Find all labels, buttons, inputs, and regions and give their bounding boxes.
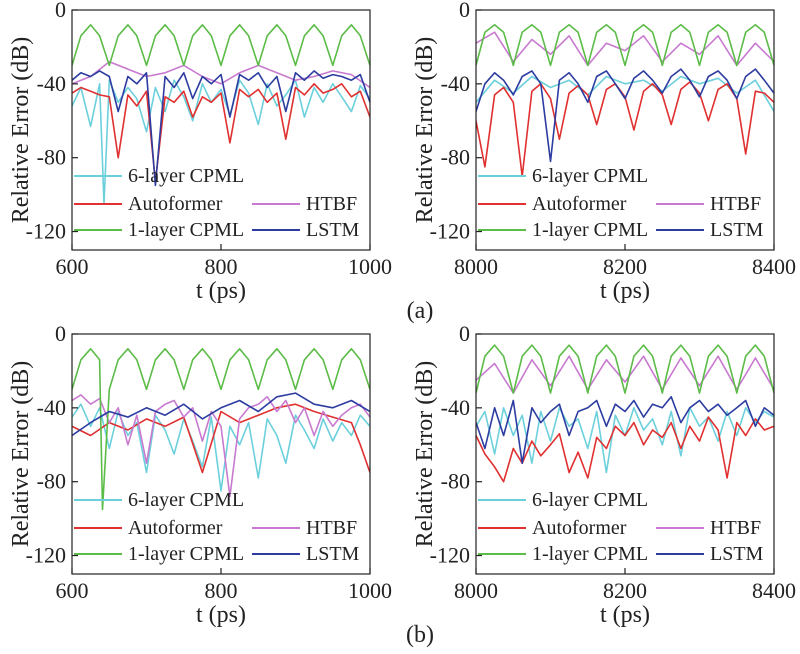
y-tick-label: 0 bbox=[55, 321, 66, 346]
y-tick-label: -120 bbox=[430, 543, 470, 568]
legend-label-htbf: HTBF bbox=[710, 517, 761, 539]
legend-label-1-layer-cpml: 1-layer CPML bbox=[128, 543, 244, 565]
y-tick-label: -40 bbox=[37, 71, 66, 96]
series-line-lstm bbox=[72, 392, 370, 437]
x-tick-label: 8400 bbox=[752, 578, 796, 603]
y-tick-label: -120 bbox=[26, 543, 66, 568]
legend-label-htbf: HTBF bbox=[710, 193, 761, 215]
x-tick-label: 1000 bbox=[348, 578, 392, 603]
series-line-htbf bbox=[72, 60, 370, 89]
legend-label-lstm: LSTM bbox=[710, 219, 764, 241]
y-tick-label: -40 bbox=[441, 395, 470, 420]
y-tick-label: 0 bbox=[459, 321, 470, 346]
y-tick-label: -40 bbox=[37, 395, 66, 420]
legend-label-1-layer-cpml: 1-layer CPML bbox=[532, 219, 648, 241]
chart-panel-1: 6-layer CPML Autoformer HTBF 1-layer CPML LS… bbox=[8, 0, 392, 304]
y-tick-label: -120 bbox=[430, 219, 470, 244]
series-line-autoformer bbox=[72, 83, 370, 183]
x-tick-label: 8200 bbox=[603, 254, 647, 279]
legend-label-autoformer: Autoformer bbox=[532, 517, 627, 539]
legend-label-6-layer-cpml: 6-layer CPML bbox=[128, 165, 244, 187]
series-line-lstm bbox=[72, 70, 370, 187]
x-tick-label: 8200 bbox=[603, 578, 647, 603]
y-tick-label: 0 bbox=[459, 0, 470, 22]
series-line-autoformer bbox=[72, 403, 370, 474]
x-axis-title: t (ps) bbox=[600, 278, 650, 304]
x-tick-label: 600 bbox=[56, 578, 89, 603]
x-tick-label: 600 bbox=[56, 254, 89, 279]
panels: 6-layer CPML Autoformer HTBF 1-layer CPML LS… bbox=[8, 0, 796, 628]
series-line-lstm bbox=[476, 68, 774, 163]
series-line-htbf bbox=[72, 394, 370, 498]
x-tick-label: 8400 bbox=[752, 254, 796, 279]
chart-panel-4: 6-layer CPML Autoformer HTBF 1-layer CPML LS… bbox=[412, 321, 796, 628]
x-axis-title: t (ps) bbox=[196, 602, 246, 628]
series-line-1-layer-cpml bbox=[476, 344, 774, 394]
x-tick-label: 800 bbox=[205, 578, 238, 603]
legend-label-6-layer-cpml: 6-layer CPML bbox=[532, 165, 648, 187]
legend-label-autoformer: Autoformer bbox=[128, 193, 223, 215]
y-axis-title: Relative Error (dB) bbox=[412, 37, 438, 224]
chart-panel-3: 6-layer CPML Autoformer HTBF 1-layer CPML LS… bbox=[8, 321, 392, 628]
y-tick-label: -80 bbox=[37, 469, 66, 494]
panel-label-a: (a) bbox=[407, 298, 434, 324]
x-tick-label: 1000 bbox=[348, 254, 392, 279]
y-tick-label: -80 bbox=[441, 145, 470, 170]
panel-label-b: (b) bbox=[406, 622, 434, 648]
legend-label-lstm: LSTM bbox=[306, 543, 360, 565]
y-axis-title: Relative Error (dB) bbox=[412, 361, 438, 548]
y-tick-label: -40 bbox=[441, 71, 470, 96]
series-line-autoformer bbox=[476, 416, 774, 483]
legend-label-htbf: HTBF bbox=[306, 193, 357, 215]
x-tick-label: 800 bbox=[205, 254, 238, 279]
legend-label-autoformer: Autoformer bbox=[128, 517, 223, 539]
legend-label-lstm: LSTM bbox=[710, 543, 764, 565]
x-tick-label: 8000 bbox=[454, 578, 498, 603]
series-line-htbf bbox=[476, 355, 774, 394]
y-tick-label: 0 bbox=[55, 0, 66, 22]
y-tick-label: -120 bbox=[26, 219, 66, 244]
chart-panel-2: 6-layer CPML Autoformer HTBF 1-layer CPML LS… bbox=[412, 0, 796, 304]
legend-label-htbf: HTBF bbox=[306, 517, 357, 539]
y-axis-title: Relative Error (dB) bbox=[8, 37, 34, 224]
x-tick-label: 8000 bbox=[454, 254, 498, 279]
series-line-1-layer-cpml bbox=[72, 23, 370, 67]
x-axis-title: t (ps) bbox=[600, 602, 650, 628]
series-line-lstm bbox=[476, 395, 774, 465]
y-tick-label: -80 bbox=[37, 145, 66, 170]
series-line-htbf bbox=[476, 31, 774, 67]
legend-label-6-layer-cpml: 6-layer CPML bbox=[128, 489, 244, 511]
y-tick-label: -80 bbox=[441, 469, 470, 494]
legend-label-autoformer: Autoformer bbox=[532, 193, 627, 215]
series-line-1-layer-cpml bbox=[476, 23, 774, 67]
series-line-6-layer-cpml bbox=[476, 75, 774, 112]
series-line-1-layer-cpml bbox=[72, 347, 370, 511]
x-axis-title: t (ps) bbox=[196, 278, 246, 304]
y-axis-title: Relative Error (dB) bbox=[8, 361, 34, 548]
legend-label-6-layer-cpml: 6-layer CPML bbox=[532, 489, 648, 511]
legend-label-1-layer-cpml: 1-layer CPML bbox=[128, 219, 244, 241]
legend-label-1-layer-cpml: 1-layer CPML bbox=[532, 543, 648, 565]
legend-label-lstm: LSTM bbox=[306, 219, 360, 241]
